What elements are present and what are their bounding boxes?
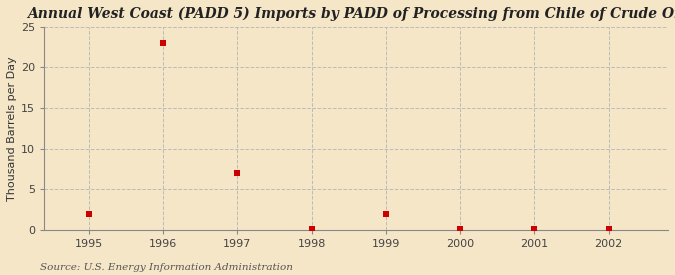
Text: Source: U.S. Energy Information Administration: Source: U.S. Energy Information Administ…: [40, 263, 294, 272]
Point: [84, 211, 95, 216]
Point: [603, 227, 614, 232]
Y-axis label: Thousand Barrels per Day: Thousand Barrels per Day: [7, 56, 17, 200]
Title: Annual West Coast (PADD 5) Imports by PADD of Processing from Chile of Crude Oil: Annual West Coast (PADD 5) Imports by PA…: [28, 7, 675, 21]
Point: [381, 211, 392, 216]
Point: [529, 227, 540, 232]
Point: [158, 41, 169, 45]
Point: [232, 171, 243, 175]
Point: [306, 227, 317, 232]
Point: [455, 227, 466, 232]
